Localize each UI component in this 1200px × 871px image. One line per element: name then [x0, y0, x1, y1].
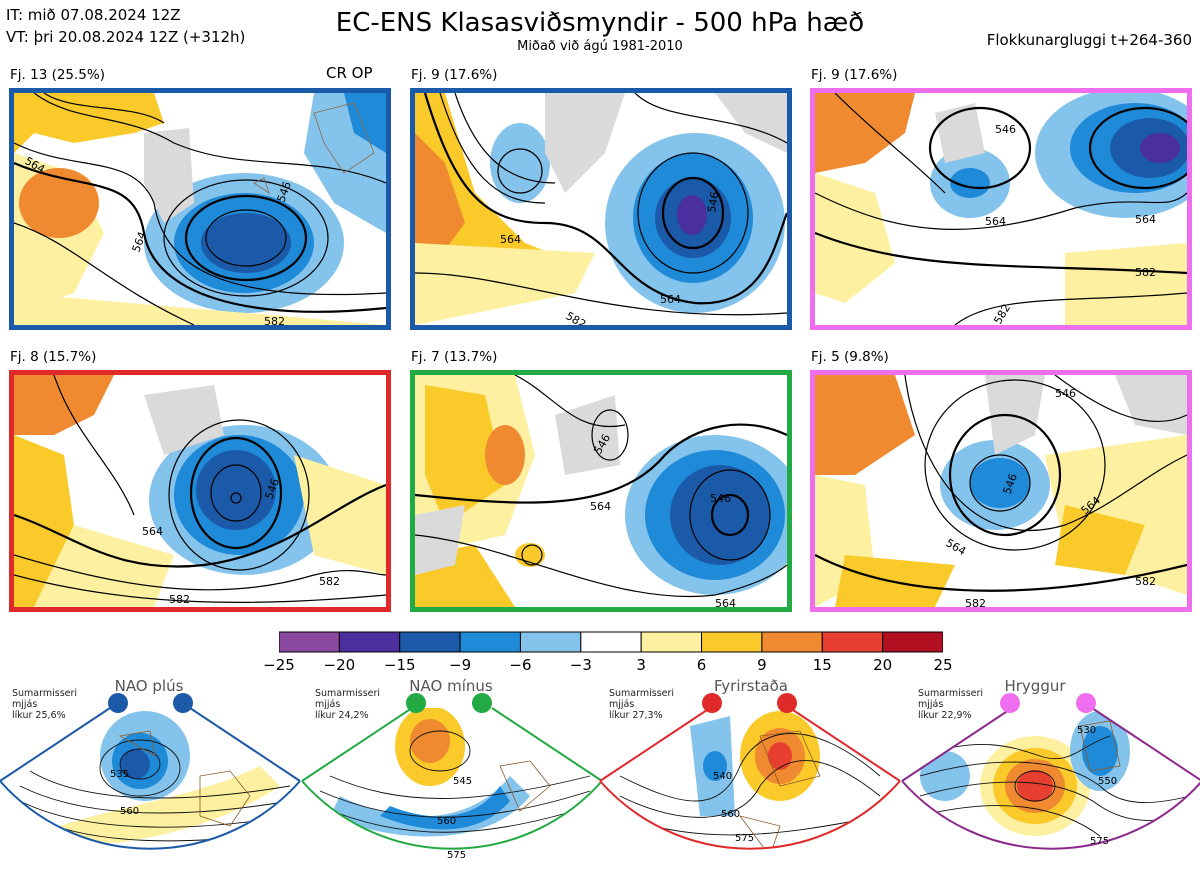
- svg-text:546: 546: [995, 123, 1016, 136]
- svg-text:575: 575: [735, 833, 754, 844]
- cluster-map-6: 546 564 564 582 582 546: [810, 370, 1192, 612]
- cluster-label-5: Fj. 7 (13.7%): [411, 349, 498, 365]
- regime-note-3: Sumarmisseri mjjás líkur 27,3%: [609, 688, 675, 721]
- svg-text:535: 535: [110, 769, 129, 780]
- colorbar-tick-label: 15: [812, 656, 832, 674]
- svg-text:582: 582: [169, 593, 190, 606]
- regime-maps: 535 560 545 560 575 540 560 575: [0, 693, 1200, 861]
- colorbar-tick-label: −15: [383, 656, 416, 674]
- anomaly-colorbar: [279, 631, 943, 653]
- svg-text:582: 582: [991, 302, 1013, 325]
- regime-map-ridge: [902, 708, 1200, 849]
- cluster-label-1: Fj. 13 (25.5%): [10, 67, 105, 83]
- colorbar-swatch: [338, 631, 401, 653]
- clustering-window: Flokkunargluggi t+264-360: [986, 31, 1192, 49]
- svg-text:560: 560: [437, 816, 456, 827]
- control-run-badge: CR OP: [326, 64, 373, 82]
- cluster-map-4: 564 546 582 582: [9, 370, 391, 612]
- svg-text:540: 540: [713, 771, 732, 782]
- svg-text:550: 550: [1098, 776, 1117, 787]
- cluster-map-5: 564 546 564 546: [410, 370, 792, 612]
- colorbar-swatch: [459, 631, 521, 653]
- colorbar-tick-label: −25: [263, 656, 295, 674]
- colorbar-tick-label: −9: [449, 656, 472, 674]
- colorbar-swatch: [580, 631, 642, 653]
- svg-text:564: 564: [985, 215, 1006, 228]
- colorbar-swatch: [761, 631, 823, 653]
- colorbar-tick-label: 25: [933, 656, 953, 674]
- colorbar-swatch: [640, 631, 703, 653]
- colorbar-tick-label: −20: [323, 656, 356, 674]
- svg-text:582: 582: [965, 597, 986, 607]
- svg-text:564: 564: [1135, 213, 1156, 226]
- valid-time: VT: þri 20.08.2024 12Z (+312h): [6, 28, 246, 46]
- cluster-label-2: Fj. 9 (17.6%): [411, 67, 498, 83]
- svg-text:564: 564: [660, 293, 681, 306]
- svg-text:564: 564: [500, 233, 521, 246]
- svg-text:582: 582: [1135, 575, 1156, 588]
- colorbar-tick-label: 9: [757, 656, 767, 674]
- colorbar-tick-label: −6: [509, 656, 532, 674]
- colorbar-swatch: [821, 631, 884, 653]
- colorbar-tick-label: 20: [873, 656, 893, 674]
- svg-text:546: 546: [705, 191, 721, 214]
- svg-text:582: 582: [319, 575, 340, 588]
- regime-title-nao-minus: NAO mínus: [409, 677, 493, 695]
- regime-note-1: Sumarmisseri mjjás líkur 25,6%: [12, 688, 78, 721]
- colorbar-swatch: [882, 631, 943, 653]
- colorbar-tick-label: 6: [696, 656, 707, 674]
- regime-map-nao-plus: [0, 708, 300, 849]
- cluster-label-6: Fj. 5 (9.8%): [811, 349, 889, 365]
- page-subtitle: Miðað við ágú 1981-2010: [517, 39, 683, 54]
- regime-note-2: Sumarmisseri mjjás líkur 24,2%: [315, 688, 381, 721]
- svg-text:546: 546: [1055, 387, 1076, 400]
- svg-text:545: 545: [453, 776, 472, 787]
- cluster-map-2: 546 564 564 582: [410, 88, 792, 330]
- regime-title-blocking: Fyrirstaða: [714, 677, 788, 695]
- svg-text:582: 582: [1135, 266, 1156, 279]
- run-info: IT: mið 07.08.2024 12Z VT: þri 20.08.202…: [6, 4, 245, 48]
- colorbar-swatch: [701, 631, 763, 653]
- svg-text:560: 560: [120, 806, 139, 817]
- colorbar-tick-label: 3: [636, 656, 646, 674]
- regime-note-4: Sumarmisseri mjjás líkur 22,9%: [918, 688, 984, 721]
- svg-text:546: 546: [710, 492, 731, 505]
- regime-title-nao-plus: NAO plús: [114, 677, 184, 695]
- colorbar-swatch: [519, 631, 582, 653]
- cluster-map-1: 546 564 564 582: [9, 88, 391, 330]
- svg-text:582: 582: [264, 315, 285, 325]
- svg-text:560: 560: [721, 809, 740, 820]
- svg-text:575: 575: [447, 850, 466, 861]
- svg-text:564: 564: [715, 597, 736, 607]
- svg-text:530: 530: [1077, 725, 1096, 736]
- svg-text:564: 564: [142, 525, 163, 538]
- svg-text:582: 582: [564, 309, 589, 325]
- cluster-label-4: Fj. 8 (15.7%): [10, 349, 97, 365]
- cluster-label-3: Fj. 9 (17.6%): [811, 67, 898, 83]
- colorbar-swatch: [399, 631, 461, 653]
- init-time: IT: mið 07.08.2024 12Z: [6, 6, 181, 24]
- svg-text:564: 564: [944, 536, 969, 558]
- colorbar-swatch: [279, 631, 340, 653]
- page-title: EC-ENS Klasasviðsmyndir - 500 hPa hæð: [335, 8, 865, 38]
- svg-text:575: 575: [1090, 836, 1109, 847]
- colorbar-tick-label: −3: [569, 656, 592, 674]
- regime-map-nao-minus: [302, 708, 602, 849]
- cluster-map-3: 546 564 564 582 582: [810, 88, 1192, 330]
- svg-text:564: 564: [590, 500, 611, 513]
- regime-title-ridge: Hryggur: [1004, 677, 1066, 695]
